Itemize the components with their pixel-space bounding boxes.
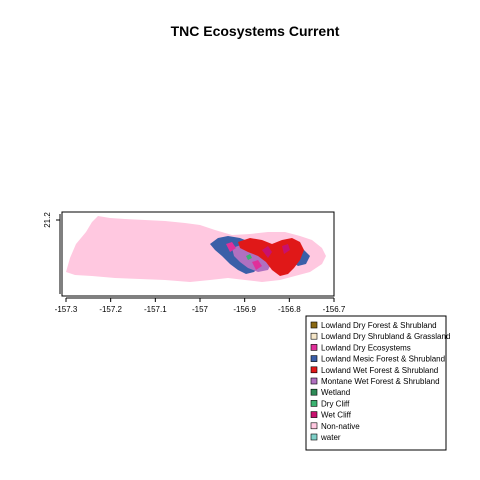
map-panel	[61, 211, 335, 297]
x-tick-label: -157.3	[55, 305, 78, 314]
legend-label: Lowland Dry Forest & Shrubland	[321, 321, 437, 330]
legend-swatch	[310, 377, 318, 385]
zone-wet-cliff	[262, 246, 272, 258]
legend-swatch	[310, 321, 318, 329]
x-tick-label: -157.1	[144, 305, 167, 314]
legend-label: Lowland Dry Shrubland & Grassland	[321, 332, 450, 341]
y-tick-label: 21.2	[43, 212, 52, 228]
legend-swatch	[310, 366, 318, 374]
legend-label: Dry Cliff	[321, 399, 350, 408]
legend-swatch	[310, 388, 318, 396]
zone-lowland-dry-ecosystems	[226, 242, 236, 252]
legend-swatch	[310, 355, 318, 362]
legend-label: Wet Cliff	[321, 411, 352, 420]
legend-label: Montane Wet Forest & Shrubland	[321, 377, 440, 386]
legend-swatch	[310, 400, 318, 407]
x-tick-label: -157.2	[99, 305, 122, 314]
x-tick-label: -156.8	[278, 305, 301, 314]
legend-label: Lowland Dry Ecosystems	[321, 343, 411, 352]
legend-swatch	[310, 332, 318, 340]
zone-lowland-dry-ecosystems-2	[252, 260, 262, 270]
legend-swatch	[310, 433, 318, 441]
legend-box	[305, 315, 447, 451]
x-tick-label: -156.9	[233, 305, 256, 314]
x-tick-label: -156.7	[323, 305, 346, 314]
legend-swatch	[310, 344, 318, 351]
map-title: TNC Ecosystems Current	[171, 23, 340, 39]
legend-label: Lowland Mesic Forest & Shrubland	[321, 355, 445, 364]
y-axis: 21.2	[43, 212, 61, 294]
zone-wet-cliff-2	[282, 244, 290, 254]
legend: Lowland Dry Forest & Shrubland Lowland Dr…	[305, 315, 450, 451]
map-frame	[61, 211, 335, 297]
legend-swatch	[310, 422, 318, 430]
x-axis: -157.3 -157.2 -157.1 -157 -156.9 -156.8 -156.7	[55, 297, 346, 314]
legend-label: Non-native	[321, 422, 360, 431]
legend-label: Wetland	[321, 388, 350, 397]
legend-label: water	[320, 433, 341, 442]
legend-label: Lowland Wet Forest & Shrubland	[321, 366, 438, 375]
zone-dry-cliff	[246, 254, 252, 260]
x-tick-label: -157	[192, 305, 209, 314]
legend-swatch	[310, 411, 318, 418]
